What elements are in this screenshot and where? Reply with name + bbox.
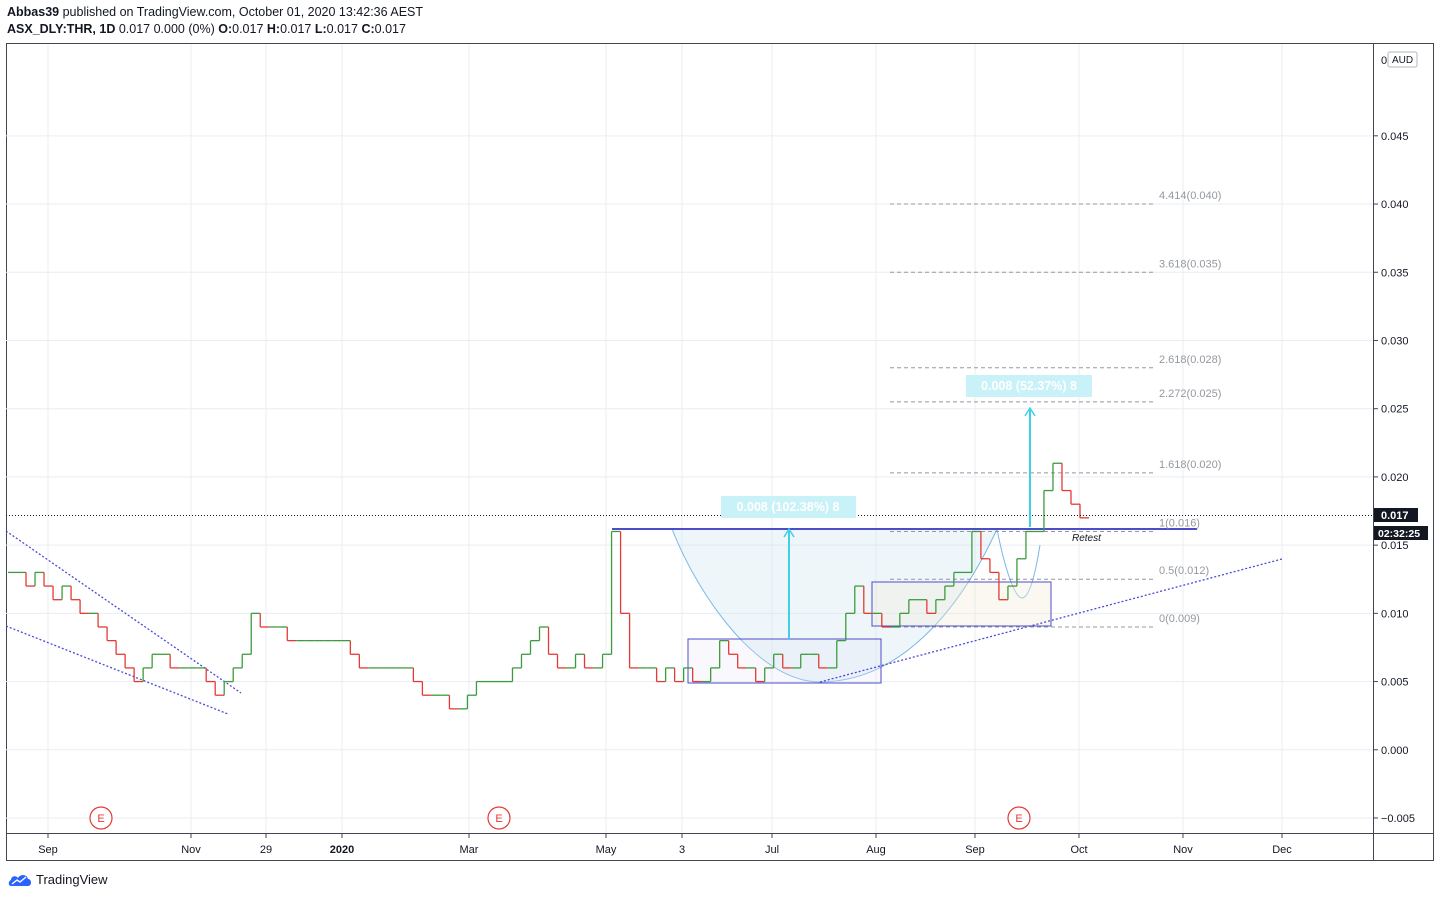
earnings-marker-1[interactable]: E [89,806,113,830]
earnings-marker-label-2: E [495,813,502,825]
currency-label: AUD [1392,55,1413,66]
price-tick-label: 0.000 [1381,745,1409,757]
fib-level-label: 0.5(0.012) [1159,565,1209,577]
ohlc-o-label: O: [218,22,233,36]
plot-frame [6,43,1434,861]
fib-level-label: 3.618(0.035) [1159,258,1221,270]
fib-level-label: 1(0.016) [1159,517,1200,529]
price-tick-label: 0.040 [1381,199,1409,211]
consolidation-box-2 [871,581,1052,627]
price-series [8,462,1090,710]
author-name[interactable]: Abbas39 [7,5,60,19]
price-tick-label: 0.025 [1381,404,1409,416]
publish-info: Abbas39 published on TradingView.com, Oc… [7,5,423,19]
fib-level-label: 4.414(0.040) [1159,190,1221,202]
downtrend-line-upper [5,530,242,694]
earnings-marker-2[interactable]: E [487,806,511,830]
measure-label-bg-2 [966,375,1092,397]
last-price-badge [1374,508,1418,522]
time-tick-label: Oct [1070,844,1087,856]
price-tick-label: 0.020 [1381,472,1409,484]
measure-arrow-1 [783,527,795,639]
time-tick-label: Dec [1272,844,1292,856]
time-tick-label: Aug [866,844,886,856]
measure-arrow-2 [1024,406,1036,527]
earnings-marker-label-1: E [97,813,104,825]
tradingview-brand: TradingView [36,872,108,887]
measure-label-1: 0.008 (102.38%) 8 [737,500,840,514]
price-tick-label: 0.045 [1381,131,1409,143]
consolidation-box-1 [687,638,882,684]
retest-label: Retest [1072,533,1102,544]
time-tick-label: May [596,844,617,856]
price-axis-top-label: 0 [1381,55,1387,67]
time-tick-label: 2020 [330,844,354,856]
downtrend-line-lower [5,625,229,715]
fib-level-label: 1.618(0.020) [1159,459,1221,471]
change-value: 0.017 0.000 (0%) [118,22,215,36]
grid [6,44,1373,833]
ohlc-c-label: C: [361,22,375,36]
price-tick-label: 0.010 [1381,608,1409,620]
price-axis: 0.045 0.040 0.035 0.030 0.025 0.020 0.015 0.010… [1373,131,1415,825]
ohlc-o: 0.017 [232,22,264,36]
ohlc-h: 0.017 [280,22,312,36]
tradingview-logo[interactable]: TradingView [8,872,108,887]
price-tick-label: 0.005 [1381,677,1409,689]
countdown-badge [1374,526,1428,540]
price-tick-label: 0.035 [1381,267,1409,279]
ohlc-h-label: H: [266,22,281,36]
symbol-info: ASX_DLY:THR, 1D 0.017 0.000 (0%) O:0.017… [7,22,406,36]
price-tick-label: 0.030 [1381,335,1409,347]
time-tick-label: Nov [1173,844,1193,856]
symbol-name: ASX_DLY:THR, 1D [7,22,116,36]
earnings-marker-3[interactable]: E [1007,806,1031,830]
last-price-label: 0.017 [1381,510,1409,522]
handle-arc [996,528,1041,599]
time-tick-label: 29 [260,844,272,856]
fib-level-label: 0(0.009) [1159,613,1200,625]
countdown-label: 02:32:25 [1378,528,1420,540]
fib-level-label: 2.618(0.028) [1159,354,1221,366]
earnings-marker-label-3: E [1015,813,1022,825]
price-tick-label: 0.015 [1381,540,1409,552]
publish-text: published on TradingView.com, October 01… [62,5,424,19]
time-tick-label: Jul [765,844,779,856]
cloud-logo-icon [8,874,31,886]
time-tick-label: Sep [965,844,985,856]
fib-level-label: 2.272(0.025) [1159,388,1221,400]
ohlc-l: 0.017 [326,22,358,36]
measure-label-2: 0.008 (52.37%) 8 [981,379,1077,393]
time-tick-label: 3 [679,844,685,856]
time-tick-label: Nov [181,844,201,856]
ohlc-l-label: L: [314,22,327,36]
time-tick-label: Sep [38,844,58,856]
fib-extension: 4.414(0.040) 3.618(0.035) 2.618(0.028) 2.27… [890,190,1221,628]
ohlc-c: 0.017 [374,22,406,36]
time-tick-label: Mar [460,844,479,856]
currency-badge[interactable] [1387,51,1418,68]
time-axis: Sep Nov 29 2020 Mar May 3 Jul Aug Sep Oct Nov Dec [38,833,1292,856]
price-tick-label: −0.005 [1381,813,1415,825]
measure-label-bg-1 [721,496,856,518]
